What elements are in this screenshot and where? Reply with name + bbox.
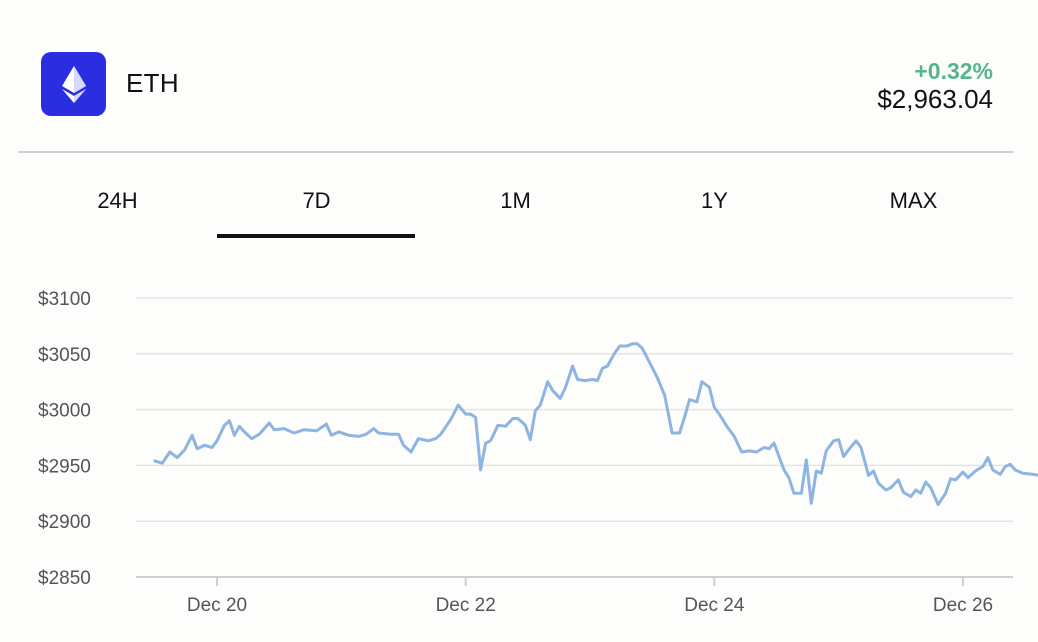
x-axis-tick-label: Dec 24 [684, 595, 745, 616]
tab-1y[interactable]: 1Y [701, 188, 728, 213]
asset-ticker: ETH [126, 68, 179, 98]
y-axis-tick-label: $2950 [38, 456, 91, 477]
tab-24h[interactable]: 24H [97, 188, 138, 213]
tab-1m[interactable]: 1M [500, 188, 531, 213]
asset-header: ETH +0.32% $2,963.04 [0, 0, 1038, 152]
ethereum-icon [62, 66, 86, 103]
price-line [153, 342, 1038, 506]
x-axis-tick-label: Dec 26 [933, 595, 993, 616]
x-axis-tick-label: Dec 20 [187, 595, 247, 616]
asset-price: $2,963.04 [877, 84, 993, 114]
y-axis-tick-label: $3050 [38, 345, 91, 366]
asset-logo [41, 52, 106, 116]
x-axis-tick-label: Dec 22 [436, 595, 496, 616]
price-chart[interactable]: $3100 $3050 $3000 $2950 $2900 $2850 Dec 20 Dec … [0, 270, 1038, 642]
tab-7d[interactable]: 7D [302, 188, 331, 213]
y-axis-tick-label: $3100 [38, 289, 91, 310]
y-axis-tick-label: $2850 [38, 568, 91, 589]
timeframe-tabs: 24H 7D 1M 1Y MAX [18, 160, 1013, 240]
y-axis-tick-label: $2900 [38, 512, 91, 533]
header-divider [18, 151, 1013, 153]
tab-max[interactable]: MAX [889, 188, 938, 213]
y-axis-tick-label: $3000 [38, 401, 91, 422]
active-tab-indicator [217, 234, 415, 238]
price-change-percent: +0.32% [914, 58, 993, 84]
